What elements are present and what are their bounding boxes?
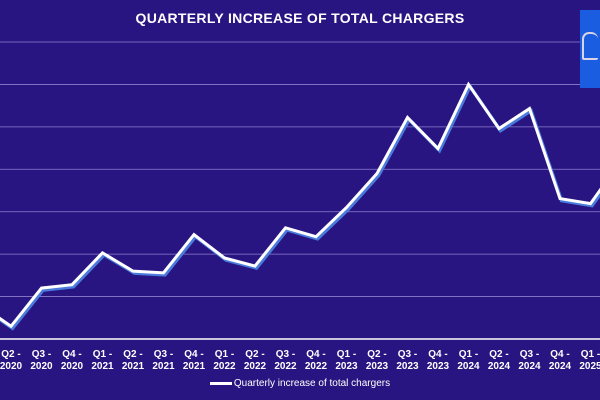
x-tick-label: Q3 -2022 [274, 349, 297, 372]
x-tick-label: Q4 -2021 [183, 349, 206, 372]
x-tick-label: Q1 -2023 [335, 349, 358, 372]
chart-title: QUARTERLY INCREASE OF TOTAL CHARGERS [135, 10, 465, 26]
charger-logo [580, 10, 600, 88]
x-tick-label: Q2 -2022 [244, 349, 267, 372]
x-tick-label: Q1 -2022 [213, 349, 236, 372]
series-line [0, 81, 600, 329]
x-tick-label: Q3 -2021 [152, 349, 175, 372]
x-tick-label: Q4 -2020 [61, 349, 84, 372]
legend-swatch [209, 381, 232, 385]
x-tick-label: Q1 -2021 [91, 349, 114, 372]
x-tick-label: Q4 -2023 [427, 349, 450, 372]
plug-icon [582, 32, 598, 60]
x-tick-label: Q2 -2021 [122, 349, 145, 372]
legend: Quarterly increase of total chargers [0, 378, 600, 389]
x-tick-label: Q1 -2025 [579, 349, 600, 372]
x-tick-label: Q3 -2023 [396, 349, 419, 372]
x-tick-label: Q2 -2020 [0, 349, 23, 372]
x-tick-label: Q2 -2024 [488, 349, 511, 372]
x-tick-label: Q4 -2024 [549, 349, 572, 372]
x-tick-label: Q4 -2022 [305, 349, 328, 372]
legend-label: Quarterly increase of total chargers [233, 378, 391, 389]
x-tick-label: Q2 -2023 [366, 349, 389, 372]
x-tick-label: Q3 -2024 [518, 349, 541, 372]
x-tick-label: Q3 -2020 [30, 349, 53, 372]
x-tick-label: Q1 -2024 [457, 349, 480, 372]
